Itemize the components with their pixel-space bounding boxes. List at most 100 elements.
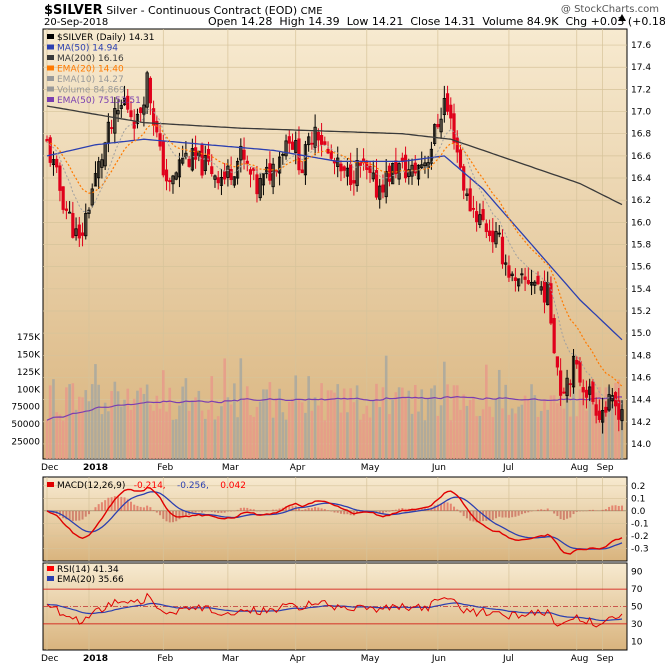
macd-histogram-bar bbox=[239, 507, 242, 511]
legend-swatch bbox=[47, 566, 54, 571]
x-tick-label: 2018 bbox=[83, 463, 108, 473]
macd-histogram-bar bbox=[381, 510, 384, 514]
candle-body bbox=[552, 318, 556, 354]
volume-bar bbox=[391, 400, 394, 459]
macd-histogram-bar bbox=[608, 506, 611, 511]
candle-body bbox=[261, 173, 266, 186]
candle-body bbox=[423, 162, 427, 167]
candle-body bbox=[229, 169, 233, 181]
volume-bar bbox=[71, 383, 75, 459]
candle-body bbox=[588, 386, 592, 395]
candle-body bbox=[458, 149, 463, 168]
volume-bar bbox=[171, 419, 175, 459]
volume-bar bbox=[97, 384, 100, 459]
volume-bar bbox=[249, 415, 252, 459]
symbol: $SILVER bbox=[44, 3, 103, 18]
macd-histogram-bar bbox=[246, 507, 249, 511]
macd-histogram-bar bbox=[530, 510, 533, 512]
macd-histogram-bar bbox=[84, 510, 87, 517]
volume-bar bbox=[323, 420, 327, 459]
volume-bar bbox=[291, 398, 294, 459]
volume-bar bbox=[381, 387, 385, 459]
volume-bar bbox=[320, 383, 323, 459]
macd-histogram-bar bbox=[159, 510, 162, 516]
macd-histogram-bar bbox=[591, 509, 594, 511]
candle-body bbox=[93, 173, 98, 187]
volume-bar bbox=[68, 384, 71, 459]
volume-bar bbox=[488, 406, 491, 459]
macd-histogram-bar bbox=[168, 510, 171, 523]
volume-bar bbox=[116, 391, 120, 459]
volume-bar bbox=[142, 393, 146, 459]
volume-bar bbox=[614, 382, 617, 459]
macd-histogram-bar bbox=[117, 496, 120, 511]
candle-body bbox=[339, 163, 343, 172]
x-tick-label: Jul bbox=[502, 654, 514, 664]
volume-bar bbox=[155, 395, 159, 459]
candle-body bbox=[578, 360, 582, 383]
rsi-tick-label: 10 bbox=[631, 637, 643, 647]
open-label: Open bbox=[208, 15, 238, 28]
chg-up-arrow-icon bbox=[618, 14, 626, 21]
volume-bar bbox=[271, 417, 275, 459]
high-label: High bbox=[279, 15, 305, 28]
legend-swatch bbox=[47, 34, 54, 39]
volume-bar bbox=[378, 407, 382, 459]
volume-bar bbox=[287, 402, 291, 459]
macd-histogram-bar bbox=[391, 510, 394, 511]
macd-histogram-bar bbox=[120, 496, 123, 511]
x-tick-label: Sep bbox=[597, 654, 614, 664]
volume-bar bbox=[65, 387, 68, 459]
volume-bar bbox=[514, 413, 517, 459]
macd-histogram-bar bbox=[566, 510, 569, 519]
macd-tick-label: 0.1 bbox=[631, 494, 645, 504]
macd-histogram-bar bbox=[388, 510, 391, 512]
macd-histogram-bar bbox=[507, 510, 510, 518]
macd-histogram-bar bbox=[252, 509, 255, 511]
candle-body bbox=[436, 123, 440, 128]
rsi-tick-label: 30 bbox=[631, 620, 643, 630]
volume-bar bbox=[210, 376, 214, 459]
volume-bar bbox=[136, 390, 139, 459]
macd-histogram-bar bbox=[478, 510, 481, 522]
macd-histogram-bar bbox=[446, 502, 449, 511]
volume-tick-label: 50000 bbox=[11, 420, 40, 430]
macd-histogram-bar bbox=[301, 510, 304, 511]
macd-histogram-bar bbox=[142, 507, 145, 511]
volume-tick-label: 175K bbox=[17, 333, 41, 343]
macd-histogram-bar bbox=[524, 510, 527, 514]
candle-body bbox=[129, 110, 133, 118]
x-tick-label: Apr bbox=[290, 654, 306, 664]
volume-bar bbox=[417, 411, 420, 459]
volume-bar bbox=[594, 392, 598, 459]
volume-bar bbox=[90, 384, 94, 459]
candle-body bbox=[523, 276, 527, 280]
volume-bar bbox=[394, 392, 398, 459]
candle-body bbox=[494, 231, 498, 245]
volume-bar bbox=[591, 386, 595, 459]
candle-body bbox=[336, 157, 340, 167]
candle-body bbox=[594, 404, 598, 416]
macd-histogram-bar bbox=[614, 505, 617, 511]
volume-bar bbox=[326, 390, 330, 459]
candle-body bbox=[536, 275, 540, 285]
macd-histogram-bar bbox=[317, 507, 320, 511]
candle-body bbox=[442, 98, 446, 116]
volume-bar bbox=[549, 395, 553, 459]
rsi-legend-entry: EMA(20) 35.66 bbox=[57, 575, 124, 585]
volume-bar bbox=[459, 409, 462, 459]
candle-body bbox=[549, 283, 553, 324]
close-value: 14.31 bbox=[443, 15, 476, 28]
volume-bar bbox=[559, 373, 562, 459]
candle-body bbox=[604, 406, 608, 413]
candle-body bbox=[581, 387, 585, 393]
volume-bar bbox=[191, 400, 194, 459]
macd-histogram-bar bbox=[310, 508, 313, 511]
price-tick-label: 14.0 bbox=[631, 440, 651, 450]
ma50-line bbox=[46, 138, 623, 341]
volume-bar bbox=[536, 416, 540, 459]
volume-bar bbox=[268, 382, 272, 459]
macd-histogram-bar bbox=[107, 497, 110, 511]
macd-histogram-bar bbox=[440, 503, 443, 511]
volume-bar bbox=[407, 390, 411, 459]
